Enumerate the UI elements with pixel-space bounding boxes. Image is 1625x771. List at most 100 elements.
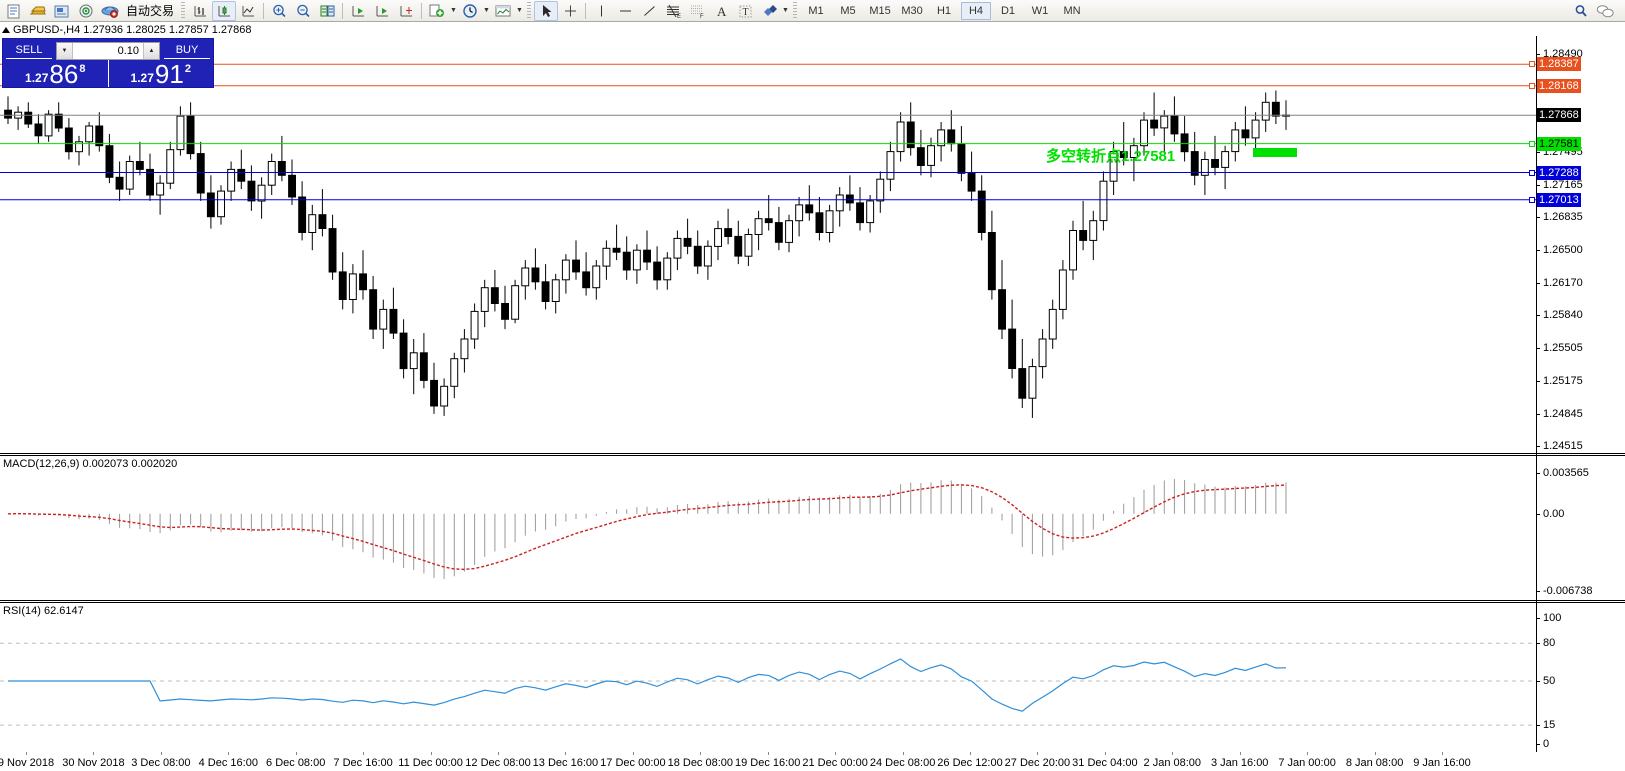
volume-dropdown-icon[interactable]: ▼ bbox=[57, 42, 73, 59]
collapse-triangle-icon[interactable] bbox=[2, 26, 10, 33]
time-tick-label: 9 Jan 16:00 bbox=[1413, 757, 1471, 769]
new-chart-dropdown-icon[interactable]: ▼ bbox=[450, 7, 457, 14]
time-tick bbox=[1374, 752, 1376, 755]
timeframe-d1[interactable]: D1 bbox=[1000, 4, 1016, 17]
macd-pane[interactable]: MACD(12,26,9) 0.002073 0.002020 bbox=[0, 457, 1625, 600]
templates-dropdown-icon[interactable]: ▼ bbox=[516, 7, 523, 14]
bar-chart-icon[interactable] bbox=[188, 1, 212, 21]
time-tick bbox=[902, 752, 904, 755]
price-candles bbox=[0, 63, 1536, 418]
fibonacci-icon[interactable]: E bbox=[661, 1, 685, 21]
time-tick bbox=[1172, 752, 1174, 755]
toolbar-grip-3[interactable] bbox=[793, 2, 798, 19]
toolbar-separator-2 bbox=[342, 2, 344, 19]
new-chart-icon[interactable] bbox=[425, 1, 449, 21]
sell-price-prefix: 1.27 bbox=[25, 71, 49, 85]
chart-annotation[interactable]: 多空转折点1.27581 bbox=[1046, 148, 1176, 165]
time-tick-label: 27 Dec 20:00 bbox=[1004, 757, 1071, 769]
toolbar-grip[interactable] bbox=[181, 2, 186, 19]
buy-price[interactable]: 1.27 91 2 bbox=[107, 59, 214, 89]
sell-button[interactable]: SELL bbox=[6, 42, 52, 59]
order-icon[interactable] bbox=[2, 1, 26, 21]
autoscroll-icon[interactable] bbox=[370, 1, 394, 21]
time-tick-label: 7 Jan 00:00 bbox=[1278, 757, 1336, 769]
time-tick-label: 2 Jan 08:00 bbox=[1143, 757, 1202, 769]
time-tick bbox=[1442, 752, 1443, 755]
pane-divider-2 bbox=[0, 600, 1625, 601]
toolbar-separator-4 bbox=[585, 2, 587, 19]
candlestick-chart-icon[interactable] bbox=[212, 0, 237, 21]
crosshair-icon[interactable] bbox=[558, 1, 582, 21]
chat-icon[interactable] bbox=[1593, 1, 1617, 21]
fibonacci-fan-icon[interactable]: F bbox=[685, 1, 709, 21]
buy-price-big: 91 bbox=[154, 59, 184, 89]
zoom-out-icon[interactable] bbox=[291, 1, 315, 21]
timeframe-m1[interactable]: M1 bbox=[808, 4, 824, 17]
time-tick bbox=[430, 752, 432, 755]
autotrade-label[interactable]: 自动交易 bbox=[126, 4, 175, 18]
sell-price-big: 86 bbox=[49, 59, 79, 89]
line-chart-icon[interactable] bbox=[236, 1, 260, 21]
period-clock-icon[interactable] bbox=[458, 1, 482, 21]
volume-value[interactable]: 0.10 bbox=[117, 44, 139, 57]
time-tick bbox=[93, 752, 95, 755]
time-tick bbox=[1239, 752, 1241, 755]
chart-area[interactable]: GBPUSD-,H4 1.27936 1.28025 1.27857 1.278… bbox=[0, 22, 1625, 771]
gold-bars-icon[interactable] bbox=[26, 1, 50, 21]
toolbar-separator-3 bbox=[421, 2, 423, 19]
time-tick bbox=[160, 752, 162, 755]
timeframe-h4[interactable]: H4 bbox=[961, 1, 992, 20]
chart-shift-icon[interactable] bbox=[394, 1, 418, 21]
search-icon[interactable] bbox=[1569, 1, 1593, 21]
rsi-pane[interactable]: RSI(14) 62.6147 bbox=[0, 604, 1625, 752]
price-axis-line bbox=[1536, 36, 1537, 752]
text-icon[interactable]: A bbox=[709, 1, 733, 21]
time-tick bbox=[565, 752, 567, 755]
autotrade-hat-icon[interactable] bbox=[98, 1, 122, 21]
time-tick bbox=[632, 752, 634, 755]
time-tick-label: 26 Dec 12:00 bbox=[937, 757, 1003, 769]
vertical-line-icon[interactable] bbox=[589, 1, 613, 21]
main-toolbar[interactable]: 自动交易 ▼ ▼ ▼ bbox=[0, 0, 1625, 22]
timeframe-w1[interactable]: W1 bbox=[1031, 4, 1049, 17]
time-tick-label: 6 Dec 08:00 bbox=[266, 757, 326, 769]
toolbar-grip-2[interactable] bbox=[527, 2, 532, 19]
trendline-icon[interactable] bbox=[637, 1, 661, 21]
time-tick bbox=[767, 752, 769, 755]
volume-increase-icon[interactable]: ▲ bbox=[143, 42, 159, 59]
one-click-trading-panel[interactable]: SELL ▼ 0.10 ▲ BUY 1.27 86 8 1.27 91 2 bbox=[2, 38, 214, 88]
one-click-top-row: SELL ▼ 0.10 ▲ BUY bbox=[3, 39, 213, 60]
price-pane[interactable] bbox=[0, 36, 1625, 452]
svg-text:A: A bbox=[717, 4, 727, 19]
objects-dropdown-icon[interactable]: ▼ bbox=[782, 7, 789, 14]
timeframe-m5[interactable]: M5 bbox=[840, 4, 856, 17]
news-icon[interactable] bbox=[50, 1, 74, 21]
objects-icon[interactable] bbox=[757, 1, 781, 21]
period-dropdown-icon[interactable]: ▼ bbox=[483, 7, 490, 14]
time-axis[interactable]: 9 Nov 2018 30 Nov 2018 3 Dec 08:00 4 Dec 16… bbox=[0, 752, 1536, 771]
signals-icon[interactable] bbox=[74, 1, 98, 21]
rsi-plot bbox=[0, 642, 1536, 726]
shift-chart-icon[interactable] bbox=[346, 1, 370, 21]
timeframe-mn[interactable]: MN bbox=[1063, 4, 1081, 17]
zoom-in-icon[interactable] bbox=[267, 1, 291, 21]
timeframe-m15[interactable]: M15 bbox=[869, 4, 891, 17]
buy-button[interactable]: BUY bbox=[164, 42, 210, 59]
time-tick-label: 17 Dec 00:00 bbox=[600, 757, 666, 769]
time-tick bbox=[295, 752, 297, 755]
volume-stepper[interactable]: ▼ 0.10 ▲ bbox=[56, 41, 160, 60]
time-tick-label: 4 Dec 16:00 bbox=[198, 757, 258, 769]
cursor-icon[interactable] bbox=[534, 0, 559, 21]
time-tick-label: 24 Dec 08:00 bbox=[869, 757, 936, 769]
time-tick bbox=[228, 752, 230, 755]
timeframe-h1[interactable]: H1 bbox=[936, 4, 952, 17]
tile-windows-icon[interactable] bbox=[315, 1, 339, 21]
annotation-marker[interactable] bbox=[1253, 148, 1297, 157]
horizontal-line-icon[interactable] bbox=[613, 1, 637, 21]
timeframe-m30[interactable]: M30 bbox=[901, 4, 923, 17]
text-label-icon[interactable]: T bbox=[733, 1, 757, 21]
rsi-label: RSI(14) 62.6147 bbox=[3, 605, 84, 617]
templates-icon[interactable] bbox=[491, 1, 515, 21]
sell-price[interactable]: 1.27 86 8 bbox=[3, 60, 108, 87]
toolbar-separator bbox=[263, 2, 265, 19]
